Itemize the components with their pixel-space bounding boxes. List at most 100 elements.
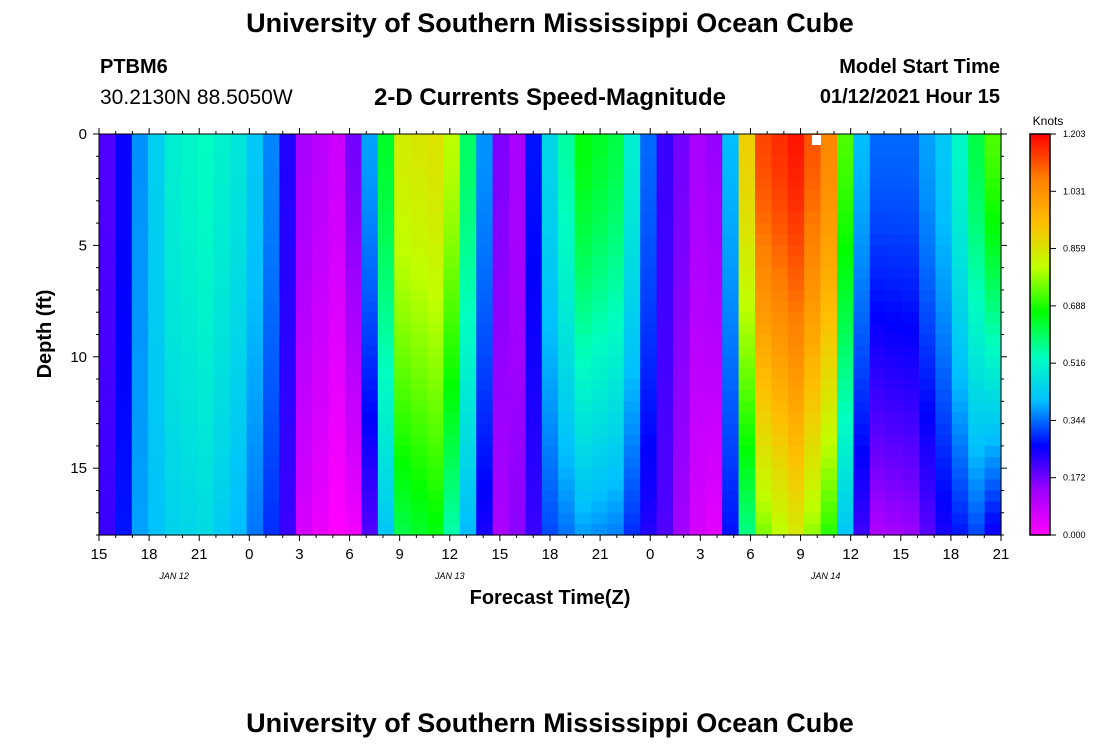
heatmap-cell [328,401,346,414]
heatmap-cell [312,178,330,191]
heatmap-cell [509,178,526,191]
heatmap-cell [459,423,477,436]
heatmap-cell [459,245,477,258]
heatmap-cell [295,211,313,224]
heatmap-cell [886,223,904,235]
heatmap-cell [230,445,248,458]
heatmap-cell [558,189,576,202]
heatmap-cell [361,289,379,302]
heatmap-cell [591,479,608,492]
heatmap-cell [213,178,231,191]
heatmap-cell [230,356,248,369]
heatmap-cell [623,278,641,291]
heatmap-cell [164,434,182,447]
heatmap-cell [459,189,477,202]
heatmap-cell [427,434,444,447]
heatmap-cell [755,145,772,157]
heatmap-cell [640,200,658,213]
heatmap-cell [935,356,953,369]
heatmap-cell [476,390,494,402]
heatmap-cell [99,234,116,246]
heatmap-cell [656,223,674,235]
heatmap-cell [443,200,461,213]
heatmap-cell [246,334,264,347]
heatmap-cell [410,256,428,269]
heatmap-cell [410,245,428,258]
heatmap-cell [722,134,740,146]
heatmap-cell [427,423,444,436]
heatmap-cell [181,457,198,469]
heatmap-cell [213,379,231,391]
heatmap-cell [131,423,149,436]
heatmap-cell [263,301,280,313]
heatmap-cell [361,401,379,414]
heatmap-cell [984,234,1002,246]
heatmap-cell [99,301,116,313]
heatmap-cell [213,434,231,447]
heatmap-cell [607,334,625,347]
heatmap-cell [279,479,297,492]
heatmap-cell [935,501,953,514]
heatmap-cell [164,490,182,503]
heatmap-cell [148,512,166,525]
heatmap-cell [869,479,887,492]
heatmap-cell [312,223,330,235]
heatmap-cell [755,512,772,525]
heatmap-cell [623,501,641,514]
heatmap-cell [131,356,149,369]
heatmap-cell [394,278,412,291]
heatmap-cell [295,234,313,246]
heatmap-cell [443,490,461,503]
heatmap-cell [837,278,854,291]
heatmap-cell [509,523,526,536]
heatmap-cell [164,211,182,224]
heatmap-cell [755,167,772,180]
heatmap-cell [886,167,904,180]
heatmap-cell [738,412,756,425]
heatmap-cell [295,501,313,514]
heatmap-cell [820,490,838,503]
heatmap-cell [377,200,395,213]
heatmap-cell [328,345,346,358]
heatmap-cell [148,412,166,425]
heatmap-cell [213,490,231,503]
heatmap-cell [312,267,330,280]
heatmap-cell [295,468,313,480]
heatmap-cell [705,278,723,291]
heatmap-cell [328,245,346,258]
heatmap-cell [935,468,953,480]
heatmap-cell [312,256,330,269]
colorbar-tick-label: 0.688 [1063,301,1086,311]
heatmap-cell [131,234,149,246]
heatmap-cell [656,178,674,191]
heatmap-cell [279,490,297,503]
colorbar-tick-label: 1.203 [1063,129,1086,139]
heatmap-cell [312,457,330,469]
heatmap-cell [164,345,182,358]
heatmap-cell [738,468,756,480]
heatmap-cell [263,223,280,235]
heatmap-cell [853,267,871,280]
heatmap-cell [541,367,559,380]
heatmap-cell [673,434,690,447]
heatmap-cell [263,412,280,425]
heatmap-cell [181,200,198,213]
heatmap-cell [820,211,838,224]
heatmap-cell [837,256,854,269]
heatmap-cell [164,278,182,291]
heatmap-cell [410,345,428,358]
heatmap-cell [591,457,608,469]
heatmap-cell [246,167,264,180]
heatmap-cell [246,445,264,458]
heatmap-cell [853,512,871,525]
heatmap-cell [230,200,248,213]
heatmap-cell [345,289,362,302]
station-id: PTBM6 [100,56,168,78]
heatmap-cell [148,379,166,391]
heatmap-cell [886,145,904,157]
heatmap-cell [837,323,854,336]
heatmap-cell [230,167,248,180]
heatmap-cell [689,134,707,146]
heatmap-cell [394,401,412,414]
heatmap-cell [853,356,871,369]
